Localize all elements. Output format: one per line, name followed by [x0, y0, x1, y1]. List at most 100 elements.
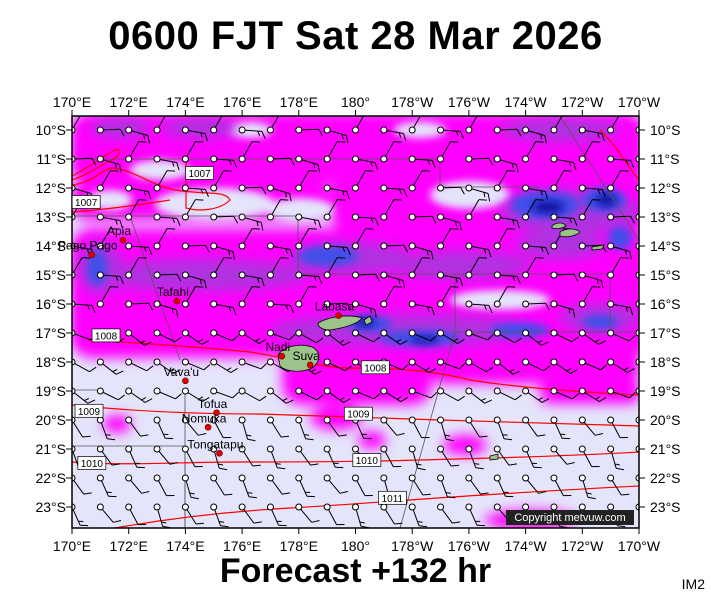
calm-circle: [352, 126, 359, 134]
calm-circle: [210, 242, 218, 250]
svg-text:1009: 1009: [78, 407, 101, 418]
wind-barb: [465, 155, 494, 166]
lon-label-bottom: 180°: [341, 538, 370, 554]
wind-barb: [578, 387, 607, 403]
wind-barb: [607, 257, 629, 279]
lat-label-left: 14°S: [35, 238, 66, 254]
calm-circle: [266, 184, 274, 192]
wind-barb: [437, 503, 461, 524]
wind-barb: [437, 213, 462, 231]
copyright-box: Copyright metvuw.com: [506, 510, 634, 525]
calm-circle: [380, 155, 388, 163]
calm-circle: [210, 445, 218, 453]
wind-barb: [210, 170, 232, 192]
calm-circle: [437, 184, 445, 192]
wind-barb: [96, 387, 126, 401]
wind-barb: [266, 503, 287, 527]
wind-barb: [238, 416, 256, 442]
wind-barb: [578, 286, 601, 308]
wind-barb: [578, 126, 605, 142]
wind-barb: [153, 116, 166, 134]
wind-barb: [96, 474, 117, 498]
calm-circle: [238, 213, 246, 221]
svg-text:1010: 1010: [81, 459, 104, 470]
wind-barb: [607, 155, 635, 168]
place-dot: [216, 450, 223, 457]
calm-circle: [96, 271, 104, 279]
map-title: 0600 FJT Sat 28 Mar 2026: [108, 14, 603, 58]
calm-circle: [323, 271, 331, 279]
wind-barb: [607, 300, 634, 316]
svg-text:1007: 1007: [188, 169, 211, 180]
calm-circle: [352, 503, 359, 511]
lat-label-left: 20°S: [35, 412, 66, 428]
wind-barb: [181, 126, 208, 142]
calm-circle: [295, 445, 303, 453]
wind-barb: [295, 503, 320, 523]
wind-barb: [493, 474, 514, 498]
calm-circle: [181, 387, 189, 395]
lat-label-right: 18°S: [650, 354, 681, 370]
calm-circle: [323, 503, 331, 511]
calm-circle: [323, 126, 331, 134]
lat-label-right: 12°S: [650, 180, 681, 196]
wind-barb: [153, 155, 180, 171]
wind-barb: [380, 416, 405, 436]
calm-circle: [522, 184, 530, 192]
wind-barb: [295, 170, 317, 192]
wind-barb: [323, 358, 352, 372]
calm-circle: [380, 387, 388, 395]
calm-circle: [607, 503, 615, 511]
calm-circle: [493, 474, 501, 482]
calm-circle: [408, 416, 416, 424]
lon-label-bottom: 174°E: [166, 538, 204, 554]
calm-circle: [238, 329, 246, 337]
place-dot: [278, 352, 286, 360]
isobar-label: 1009: [343, 406, 373, 421]
calm-circle: [323, 387, 331, 395]
calm-circle: [153, 474, 161, 482]
lat-label-left: 16°S: [35, 296, 66, 312]
calm-circle: [607, 416, 615, 424]
wind-barb: [408, 155, 436, 168]
place-name: Tofua: [198, 397, 228, 411]
wind-barb: [352, 329, 381, 343]
calm-circle: [578, 126, 586, 134]
calm-circle: [153, 271, 161, 279]
wind-barb: [210, 503, 229, 528]
wind-barb: [408, 242, 434, 260]
wind-barb: [437, 286, 459, 308]
wind-barb: [238, 387, 267, 402]
calm-circle: [465, 126, 473, 134]
wind-barb: [125, 300, 154, 311]
wind-barb: [210, 445, 228, 471]
lat-label-left: 19°S: [35, 383, 66, 399]
wind-barb: [550, 416, 571, 440]
wind-barb: [295, 445, 319, 466]
calm-circle: [465, 387, 473, 395]
calm-circle: [465, 271, 473, 279]
wind-barb: [493, 445, 517, 466]
lat-label-right: 21°S: [650, 441, 681, 457]
calm-circle: [550, 300, 558, 308]
wind-barb: [238, 271, 265, 287]
calm-circle: [323, 445, 331, 453]
wind-barb: [550, 445, 575, 465]
calm-circle: [125, 213, 133, 221]
calm-circle: [295, 242, 303, 250]
calm-circle: [493, 126, 501, 134]
calm-circle: [181, 300, 189, 308]
calm-circle: [437, 358, 445, 366]
wind-barb: [493, 126, 522, 137]
place-name: Nadi: [265, 340, 290, 354]
wind-barb: [437, 184, 465, 195]
wind-barb: [96, 155, 122, 173]
wind-barb: [465, 242, 492, 258]
calm-circle: [323, 184, 331, 192]
lon-label-bottom: 172°W: [561, 538, 604, 554]
wind-barb: [352, 387, 381, 400]
wind-barb: [295, 329, 324, 344]
calm-circle: [352, 474, 359, 482]
calm-circle: [578, 445, 586, 453]
calm-circle: [493, 213, 501, 221]
